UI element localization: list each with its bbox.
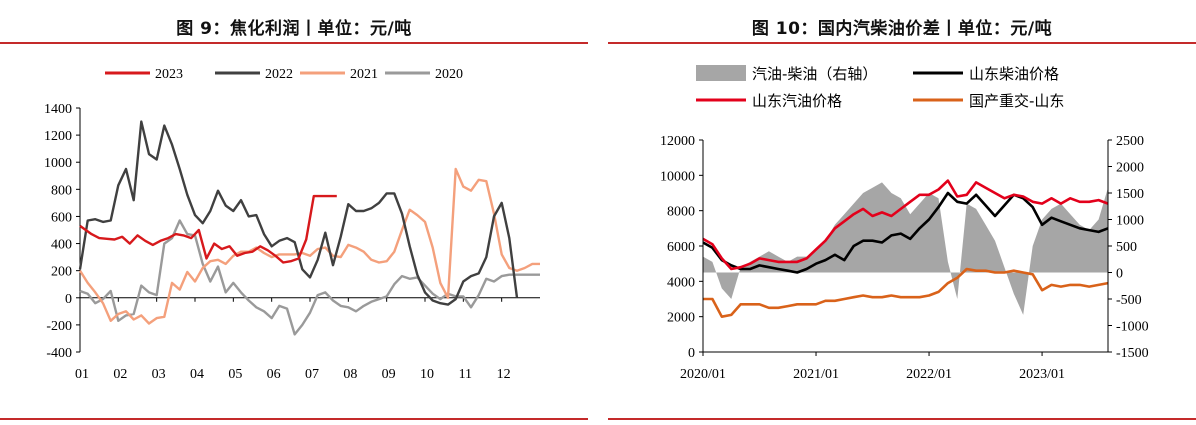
x-tick-label: 04 (190, 367, 204, 382)
y-tick-label: 2000 (667, 311, 695, 326)
y-tick-label: 1400 (44, 102, 72, 117)
x-tick-label: 2021/01 (793, 367, 839, 382)
series-line-山东汽油价格 (702, 179, 1109, 271)
bottom-divider (608, 418, 1196, 420)
series-line-2021 (78, 167, 540, 325)
y2-tick-label: 500 (1116, 240, 1137, 255)
y2-tick-label: -1000 (1116, 320, 1149, 335)
top-divider (608, 42, 1196, 44)
x-tick-label: 05 (228, 367, 242, 382)
x-tick-label: 09 (382, 367, 396, 382)
x-tick-label: 2022/01 (906, 367, 952, 382)
x-tick-label: 01 (75, 367, 89, 382)
x-tick-label: 2020/01 (680, 367, 726, 382)
chart-title: 图 10：国内汽柴油价差丨单位：元/吨 (751, 19, 1053, 39)
legend-label: 2021 (350, 67, 378, 82)
x-tick-label: 03 (152, 367, 166, 382)
series-line-2022 (78, 120, 519, 306)
y2-tick-label: 1000 (1116, 214, 1144, 229)
y-tick-label: 8000 (667, 205, 695, 220)
x-tick-label: 10 (420, 367, 434, 382)
x-tick-label: 2023/01 (1019, 367, 1065, 382)
y-tick-label: 200 (51, 265, 72, 280)
legend-label: 国产重交-山东 (969, 92, 1064, 110)
x-tick-label: 07 (305, 367, 319, 382)
y-tick-label: 400 (51, 238, 72, 253)
y-tick-label: 1200 (44, 129, 72, 144)
legend-label: 2020 (435, 67, 463, 82)
top-divider (0, 42, 588, 44)
x-tick-label: 02 (113, 367, 127, 382)
chart-panel-coking-profit: 图 9：焦化利润丨单位：元/吨 1400 1200 1000 800 600 400 200… (0, 0, 588, 425)
y-tick-label: 12000 (660, 134, 695, 149)
x-tick-label: 08 (343, 367, 357, 382)
legend-swatch-area (696, 65, 746, 81)
y-tick-label: 1000 (44, 156, 72, 171)
x-tick-label: 11 (459, 367, 472, 382)
series-line-山东柴油价格 (702, 191, 1109, 274)
y-tick-label: 600 (51, 210, 72, 225)
series-area-gasoline-diesel-spread (703, 182, 1108, 315)
y-tick-label: -200 (46, 319, 72, 334)
y-tick-label: 0 (688, 346, 695, 361)
legend-label: 汽油-柴油（右轴） (752, 65, 877, 83)
y-tick-label: -400 (46, 346, 72, 361)
y-tick-label: 10000 (660, 169, 695, 184)
chart-panel-oil-spread: 图 10：国内汽柴油价差丨单位：元/吨 0 2000 4000 6000 8000 100… (608, 0, 1196, 425)
series-line-国产重交-山东 (703, 267, 1109, 319)
y2-tick-label: 1500 (1116, 187, 1144, 202)
chart-title: 图 9：焦化利润丨单位：元/吨 (176, 19, 412, 39)
x-tick-label: 12 (497, 367, 511, 382)
x-tick-label: 06 (267, 367, 281, 382)
y2-tick-label: 0 (1116, 267, 1123, 282)
y2-tick-label: -1500 (1116, 346, 1149, 361)
series-line-2023 (79, 194, 337, 264)
y-tick-label: 800 (51, 183, 72, 198)
y-tick-label: 0 (65, 292, 72, 307)
legend-label: 2023 (155, 67, 183, 82)
y-tick-label: 4000 (667, 275, 695, 290)
legend-label: 山东汽油价格 (752, 92, 842, 110)
oil-spread-chart: 020004000600080001000012000-1500-1000-50… (660, 65, 1149, 382)
y2-tick-label: 2000 (1116, 161, 1144, 176)
bottom-divider (0, 418, 588, 420)
legend-label: 2022 (265, 67, 293, 82)
y-tick-label: 6000 (667, 240, 695, 255)
y2-tick-label: -500 (1116, 293, 1142, 308)
series-line-2020 (79, 219, 540, 336)
y2-tick-label: 2500 (1116, 134, 1144, 149)
legend-label: 山东柴油价格 (969, 65, 1059, 83)
